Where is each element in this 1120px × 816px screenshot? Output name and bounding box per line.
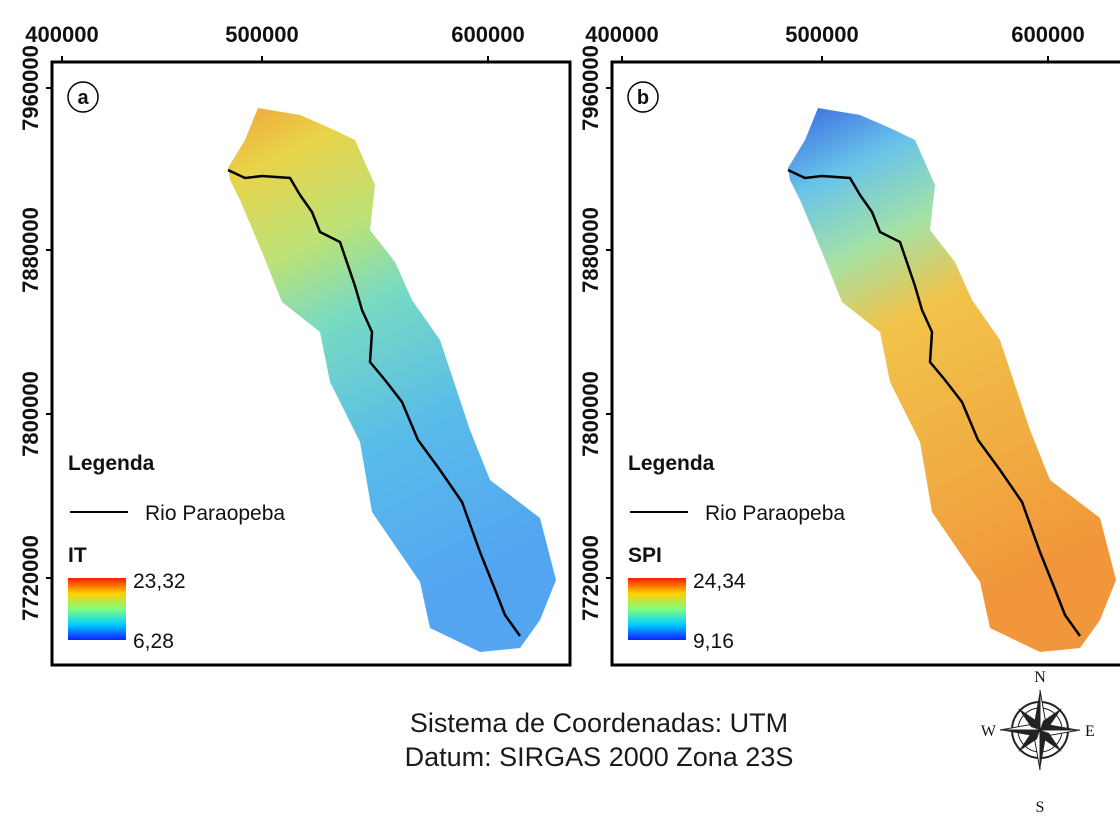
river: [787, 168, 1082, 637]
map-panel: 400000 500000 600000 7960000 7880000 7800000 7…: [18, 22, 572, 667]
compass-w: W: [981, 723, 997, 740]
footer-line: Sistema de Coordenadas: UTM: [410, 708, 788, 738]
y-coordinate-label: 7960000: [578, 45, 603, 131]
footer-line: Datum: SIRGAS 2000 Zona 23S: [405, 742, 794, 772]
x-coordinate-label: 600000: [1011, 22, 1084, 47]
legend-line-label: Rio Paraopeba: [145, 502, 285, 525]
x-coordinate-label: 600000: [451, 22, 524, 47]
y-coordinate-label: 7960000: [18, 45, 43, 131]
basin-raster: [228, 108, 556, 652]
river: [227, 168, 522, 637]
legend-min: 6,28: [133, 630, 174, 653]
compass-s: S: [1036, 799, 1045, 816]
x-coordinate-label: 400000: [585, 22, 658, 47]
legend-colorbar: [628, 578, 686, 640]
compass-n: N: [1034, 669, 1046, 686]
x-coordinate-label: 500000: [785, 22, 858, 47]
compass-e: E: [1085, 723, 1095, 740]
legend-max: 23,32: [133, 570, 186, 593]
legend-max: 24,34: [693, 570, 746, 593]
x-coordinate-label: 400000: [25, 22, 98, 47]
x-coordinate-label: 500000: [225, 22, 298, 47]
map-panel: 400000 500000 600000 7960000 7880000 7800000 7…: [578, 22, 1120, 667]
panel-label-circle: [67, 81, 99, 113]
y-coordinate-label: 7720000: [18, 535, 43, 621]
compass-rose: N S W E: [981, 669, 1095, 816]
panel-label: b: [637, 87, 649, 109]
panel-label-circle: [627, 81, 659, 113]
y-coordinate-label: 7880000: [578, 207, 603, 293]
y-coordinate-label: 7880000: [18, 207, 43, 293]
y-coordinate-label: 7800000: [18, 371, 43, 457]
legend-line-label: Rio Paraopeba: [705, 502, 845, 525]
legend-variable: IT: [68, 544, 87, 567]
legend-variable: SPI: [628, 544, 662, 567]
legend-colorbar: [68, 578, 126, 640]
legend-title: Legenda: [68, 452, 155, 475]
panel-label: a: [77, 87, 89, 109]
legend-min: 9,16: [693, 630, 734, 653]
basin-raster: [788, 108, 1116, 652]
legend-title: Legenda: [628, 452, 715, 475]
y-coordinate-label: 7800000: [578, 371, 603, 457]
y-coordinate-label: 7720000: [578, 535, 603, 621]
